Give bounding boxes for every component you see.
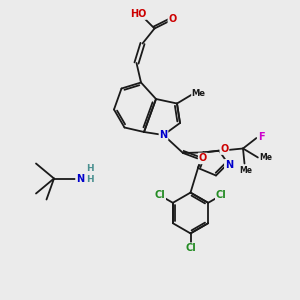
Text: O: O (220, 144, 229, 154)
Text: N: N (76, 173, 84, 184)
Text: Cl: Cl (185, 243, 196, 254)
Text: Cl: Cl (216, 190, 226, 200)
Text: Cl: Cl (154, 190, 165, 200)
Text: H: H (86, 164, 94, 172)
Text: O: O (199, 153, 207, 164)
Text: HO: HO (130, 9, 146, 19)
Text: Me: Me (192, 88, 206, 98)
Text: F: F (258, 131, 264, 142)
Text: O: O (168, 14, 177, 25)
Text: H: H (86, 175, 94, 184)
Text: N: N (225, 160, 233, 170)
Text: Me: Me (259, 153, 272, 162)
Text: N: N (159, 130, 168, 140)
Text: Me: Me (239, 166, 253, 175)
